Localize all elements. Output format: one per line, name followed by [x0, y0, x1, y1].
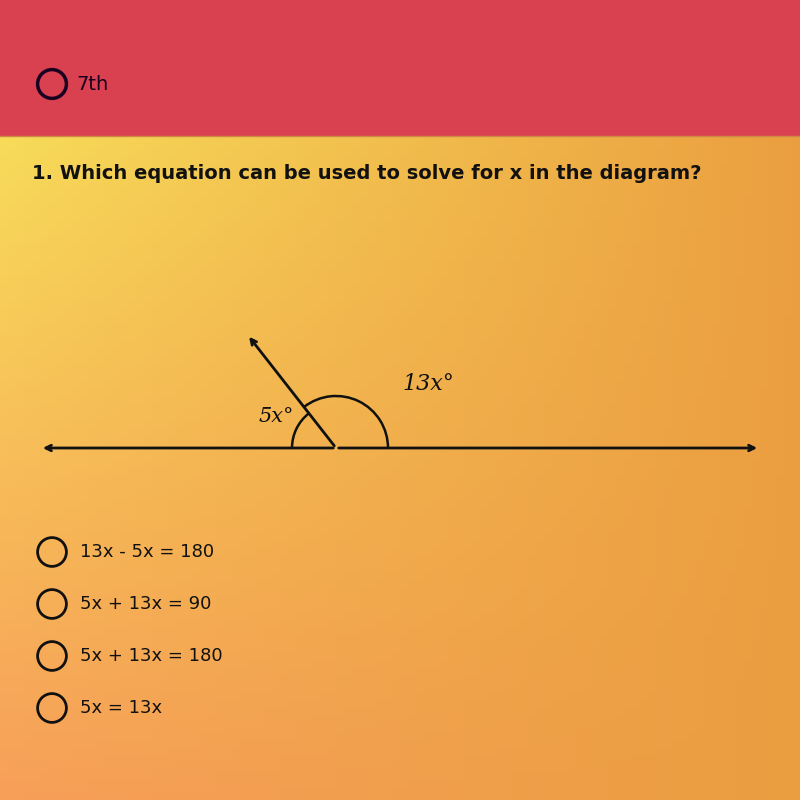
Text: 5x + 13x = 180: 5x + 13x = 180 [80, 647, 222, 665]
Text: 7th: 7th [76, 74, 108, 94]
FancyBboxPatch shape [0, 0, 800, 136]
Text: 13x - 5x = 180: 13x - 5x = 180 [80, 543, 214, 561]
Text: 1. Which equation can be used to solve for x in the diagram?: 1. Which equation can be used to solve f… [32, 164, 702, 183]
Text: 5x°: 5x° [258, 406, 294, 426]
Text: 5x + 13x = 90: 5x + 13x = 90 [80, 595, 211, 613]
Text: 13x°: 13x° [402, 373, 454, 395]
Text: 5x = 13x: 5x = 13x [80, 699, 162, 717]
